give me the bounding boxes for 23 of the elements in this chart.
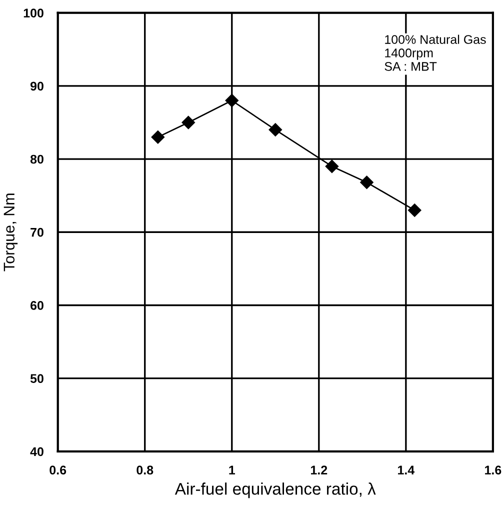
y-tick-label: 80 <box>30 154 44 164</box>
point <box>225 94 238 108</box>
x-tick-label: 1 <box>229 466 236 474</box>
x-tick-label: 0.6 <box>50 466 66 475</box>
point <box>325 160 339 173</box>
point <box>268 123 282 136</box>
x-axis-title: Air-fuel equivalence ratio, λ <box>174 482 376 498</box>
y-axis-title: Torque, Nm <box>4 194 18 272</box>
y-tick-label: 70 <box>30 228 44 237</box>
x-tick-label: 1.2 <box>311 466 328 474</box>
point <box>151 130 165 144</box>
y-tick-label: 100 <box>24 8 44 18</box>
point <box>408 204 422 217</box>
y-tick-label: 50 <box>30 374 44 383</box>
point <box>360 176 374 190</box>
annotation: 100% Natural Gas 1400rpm SA : MBT <box>384 34 486 71</box>
y-tick-label: 90 <box>30 82 44 91</box>
y-tick-label: 60 <box>30 301 44 310</box>
x-tick-label: 0.8 <box>136 466 154 475</box>
x-tick-label: 1.6 <box>485 466 502 475</box>
y-tick-label: 40 <box>30 447 44 456</box>
point <box>182 116 195 130</box>
x-tick-label: 1.4 <box>398 466 415 474</box>
